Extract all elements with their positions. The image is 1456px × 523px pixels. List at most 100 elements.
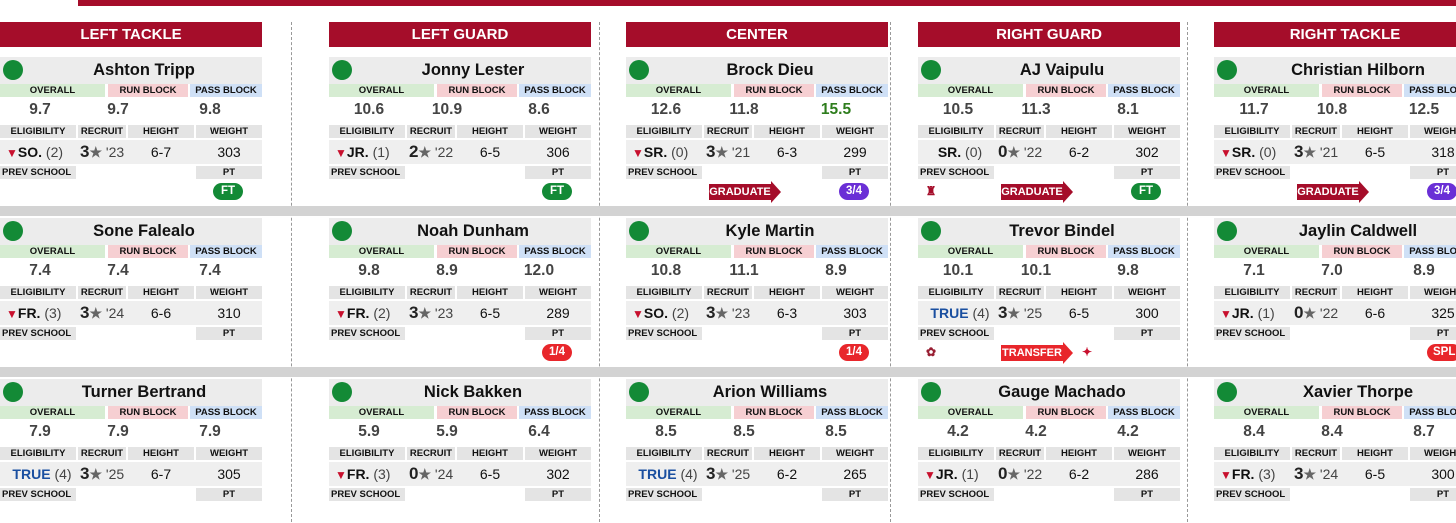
player-name-bar: Jaylin Caldwell [1214, 218, 1456, 245]
weight-label: WEIGHT [1114, 125, 1180, 138]
player-name-bar: Noah Dunham [329, 218, 591, 245]
player-name: Brock Dieu [726, 61, 814, 79]
run-block-label: RUN BLOCK [734, 84, 814, 97]
run-block-label: RUN BLOCK [734, 406, 814, 419]
recruit-value: 0★ '22 [998, 140, 1046, 164]
status-dot-icon [332, 382, 352, 402]
pass-block-label: PASS BLOCK [1108, 84, 1180, 97]
run-block-value: 10.8 [1316, 101, 1348, 118]
row-divider [0, 206, 1456, 216]
run-block-value: 8.9 [436, 262, 458, 279]
player-card[interactable]: Brock Dieu OVERALL RUN BLOCK PASS BLOCK 12.6… [626, 57, 888, 207]
recruit-value: 0★ '24 [409, 462, 457, 486]
player-card[interactable]: Christian Hilborn OVERALL RUN BLOCK PASS BL… [1214, 57, 1456, 207]
height-label: HEIGHT [1342, 125, 1408, 138]
eligibility-class: SR. [643, 144, 668, 160]
status-dot-icon [332, 60, 352, 80]
height-value: 6-5 [479, 144, 501, 160]
overall-value: 10.1 [942, 262, 974, 279]
player-card[interactable]: Gauge Machado OVERALL RUN BLOCK PASS BLOCK 4… [918, 379, 1180, 523]
recruit-stars: 0 [998, 464, 1008, 483]
recruit-value: 0★ '22 [1294, 301, 1342, 325]
status-dot-icon [1217, 221, 1237, 241]
star-icon: ★ [1303, 144, 1317, 160]
redshirt-icon: ▼ [6, 307, 18, 321]
recruit-year: '23 [434, 305, 454, 321]
height-label: HEIGHT [754, 286, 820, 299]
player-card[interactable]: Turner Bertrand OVERALL RUN BLOCK PASS BLOC… [0, 379, 262, 523]
recruit-stars: 3 [80, 303, 90, 322]
overall-label: OVERALL [1214, 245, 1319, 258]
pass-block-label: PASS BLOCK [1108, 406, 1180, 419]
player-info-row: ▼FR. (3) 0★ '24 6-5 302 [329, 462, 591, 486]
pass-block-label: PASS BLOCK [190, 406, 262, 419]
eligibility-value: ▼JR. (1) [1220, 301, 1292, 325]
star-icon: ★ [418, 305, 432, 321]
star-icon: ★ [715, 305, 729, 321]
playing-time-label: PT [822, 327, 888, 340]
eligibility-class: TRUE [930, 305, 969, 321]
status-dot-icon [1217, 382, 1237, 402]
recruit-value: 3★ '24 [80, 301, 128, 325]
arrow-label: TRANSFER [1001, 345, 1063, 361]
player-card[interactable]: Ashton Tripp OVERALL RUN BLOCK PASS BLOCK 9.… [0, 57, 262, 207]
player-info-row: TRUE (4) 3★ '25 6-7 305 [0, 462, 262, 486]
eligibility-class: SR. [1231, 144, 1256, 160]
player-card[interactable]: Sone Falealo OVERALL RUN BLOCK PASS BLOCK 7.… [0, 218, 262, 368]
player-card[interactable]: Kyle Martin OVERALL RUN BLOCK PASS BLOCK 10.… [626, 218, 888, 368]
player-name: Gauge Machado [998, 383, 1126, 401]
playing-time-label: PT [1114, 488, 1180, 501]
prev-school-label: PREV SCHOOL [0, 327, 76, 340]
status-dot-icon [3, 221, 23, 241]
eligibility-years: (4) [680, 466, 698, 482]
eligibility-class: SO. [643, 305, 669, 321]
position-header: RIGHT GUARD [918, 22, 1180, 47]
weight-label: WEIGHT [196, 286, 262, 299]
recruit-year: '22 [1319, 305, 1339, 321]
recruit-year: '25 [731, 466, 751, 482]
eligibility-value: SR. (0) [924, 140, 996, 164]
run-block-label: RUN BLOCK [437, 406, 517, 419]
eligibility-value: ▼JR. (1) [335, 140, 407, 164]
pass-block-value: 7.9 [199, 423, 221, 440]
player-name-bar: Gauge Machado [918, 379, 1180, 406]
height-value: 6-2 [1068, 466, 1090, 482]
weight-label: WEIGHT [1410, 125, 1456, 138]
recruit-label: RECRUIT [704, 125, 752, 138]
playing-time-label: PT [196, 488, 262, 501]
star-icon: ★ [1303, 305, 1317, 321]
player-card[interactable]: Arion Williams OVERALL RUN BLOCK PASS BLOCK… [626, 379, 888, 523]
player-name: Xavier Thorpe [1302, 383, 1414, 401]
redshirt-icon: ▼ [1220, 307, 1232, 321]
player-card[interactable]: Noah Dunham OVERALL RUN BLOCK PASS BLOCK 9.8… [329, 218, 591, 368]
eligibility-class: SO. [17, 144, 43, 160]
run-block-label: RUN BLOCK [1322, 406, 1402, 419]
prev-school-label: PREV SCHOOL [1214, 488, 1290, 501]
run-block-label: RUN BLOCK [734, 245, 814, 258]
player-card[interactable]: AJ Vaipulu OVERALL RUN BLOCK PASS BLOCK 10.5… [918, 57, 1180, 207]
recruit-stars: 3 [998, 303, 1008, 322]
redshirt-icon: ▼ [6, 146, 18, 160]
player-name: Ashton Tripp [93, 61, 195, 79]
player-info-row: TRUE (4) 3★ '25 6-5 300 [918, 301, 1180, 325]
recruit-year: '23 [105, 144, 125, 160]
run-block-value: 8.5 [733, 423, 755, 440]
overall-label: OVERALL [626, 84, 731, 97]
player-card[interactable]: Jonny Lester OVERALL RUN BLOCK PASS BLOCK 10… [329, 57, 591, 207]
player-card[interactable]: Nick Bakken OVERALL RUN BLOCK PASS BLOCK 5.9… [329, 379, 591, 523]
overall-label: OVERALL [918, 245, 1023, 258]
pass-block-label: PASS BLOCK [1404, 406, 1456, 419]
player-name-bar: Christian Hilborn [1214, 57, 1456, 84]
height-value: 6-3 [776, 144, 798, 160]
pass-block-value: 9.8 [1117, 262, 1139, 279]
player-info-row: TRUE (4) 3★ '25 6-2 265 [626, 462, 888, 486]
arrow-head-icon [1359, 181, 1369, 203]
player-name: Trevor Bindel [1009, 222, 1115, 240]
player-info-row: SR. (0) 0★ '22 6-2 302 [918, 140, 1180, 164]
height-label: HEIGHT [128, 286, 194, 299]
prev-school-label: PREV SCHOOL [918, 327, 994, 340]
player-card[interactable]: Trevor Bindel OVERALL RUN BLOCK PASS BLOCK 1… [918, 218, 1180, 368]
eligibility-years: (3) [373, 466, 391, 482]
